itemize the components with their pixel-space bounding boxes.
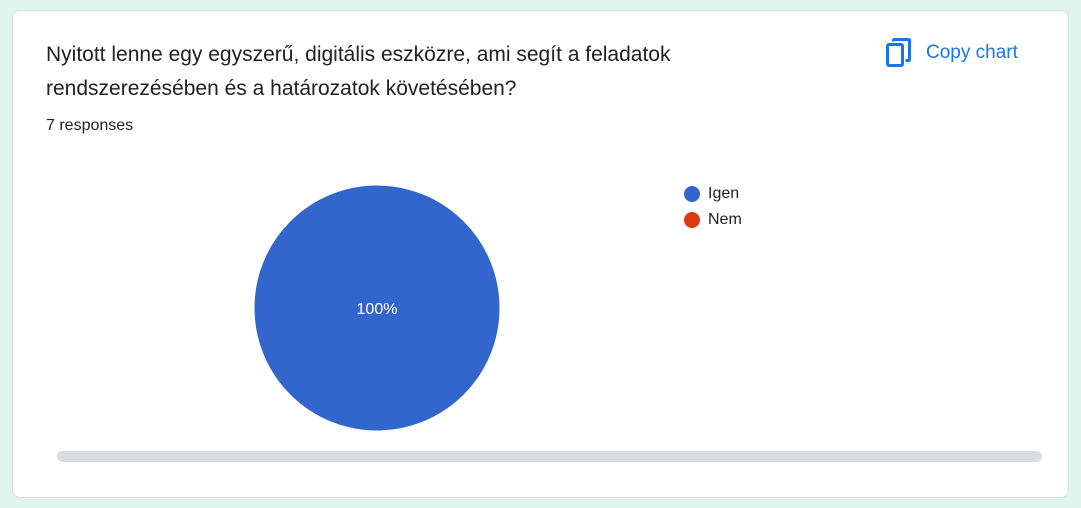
chart-legend: Igen Nem [684, 181, 742, 233]
pie-chart: 100% [253, 184, 501, 432]
copy-chart-label: Copy chart [926, 42, 1018, 63]
horizontal-scrollbar[interactable] [57, 451, 1042, 462]
pie-slice-igen [253, 184, 501, 432]
question-title: Nyitott lenne egy egyszerű, digitális es… [46, 43, 671, 100]
copy-chart-button[interactable]: Copy chart [886, 37, 1018, 69]
legend-swatch-nem [684, 212, 700, 228]
data-label-igen: 100% [357, 301, 398, 318]
legend-swatch-igen [684, 186, 700, 202]
legend-item-igen: Igen [684, 181, 742, 207]
legend-label-nem: Nem [708, 211, 742, 228]
response-count: 7 responses [46, 117, 134, 134]
legend-label-igen: Igen [708, 185, 740, 202]
legend-item-nem: Nem [684, 207, 742, 233]
chart-card: Nyitott lenne egy egyszerű, digitális es… [12, 10, 1069, 498]
copy-icon [886, 38, 912, 68]
